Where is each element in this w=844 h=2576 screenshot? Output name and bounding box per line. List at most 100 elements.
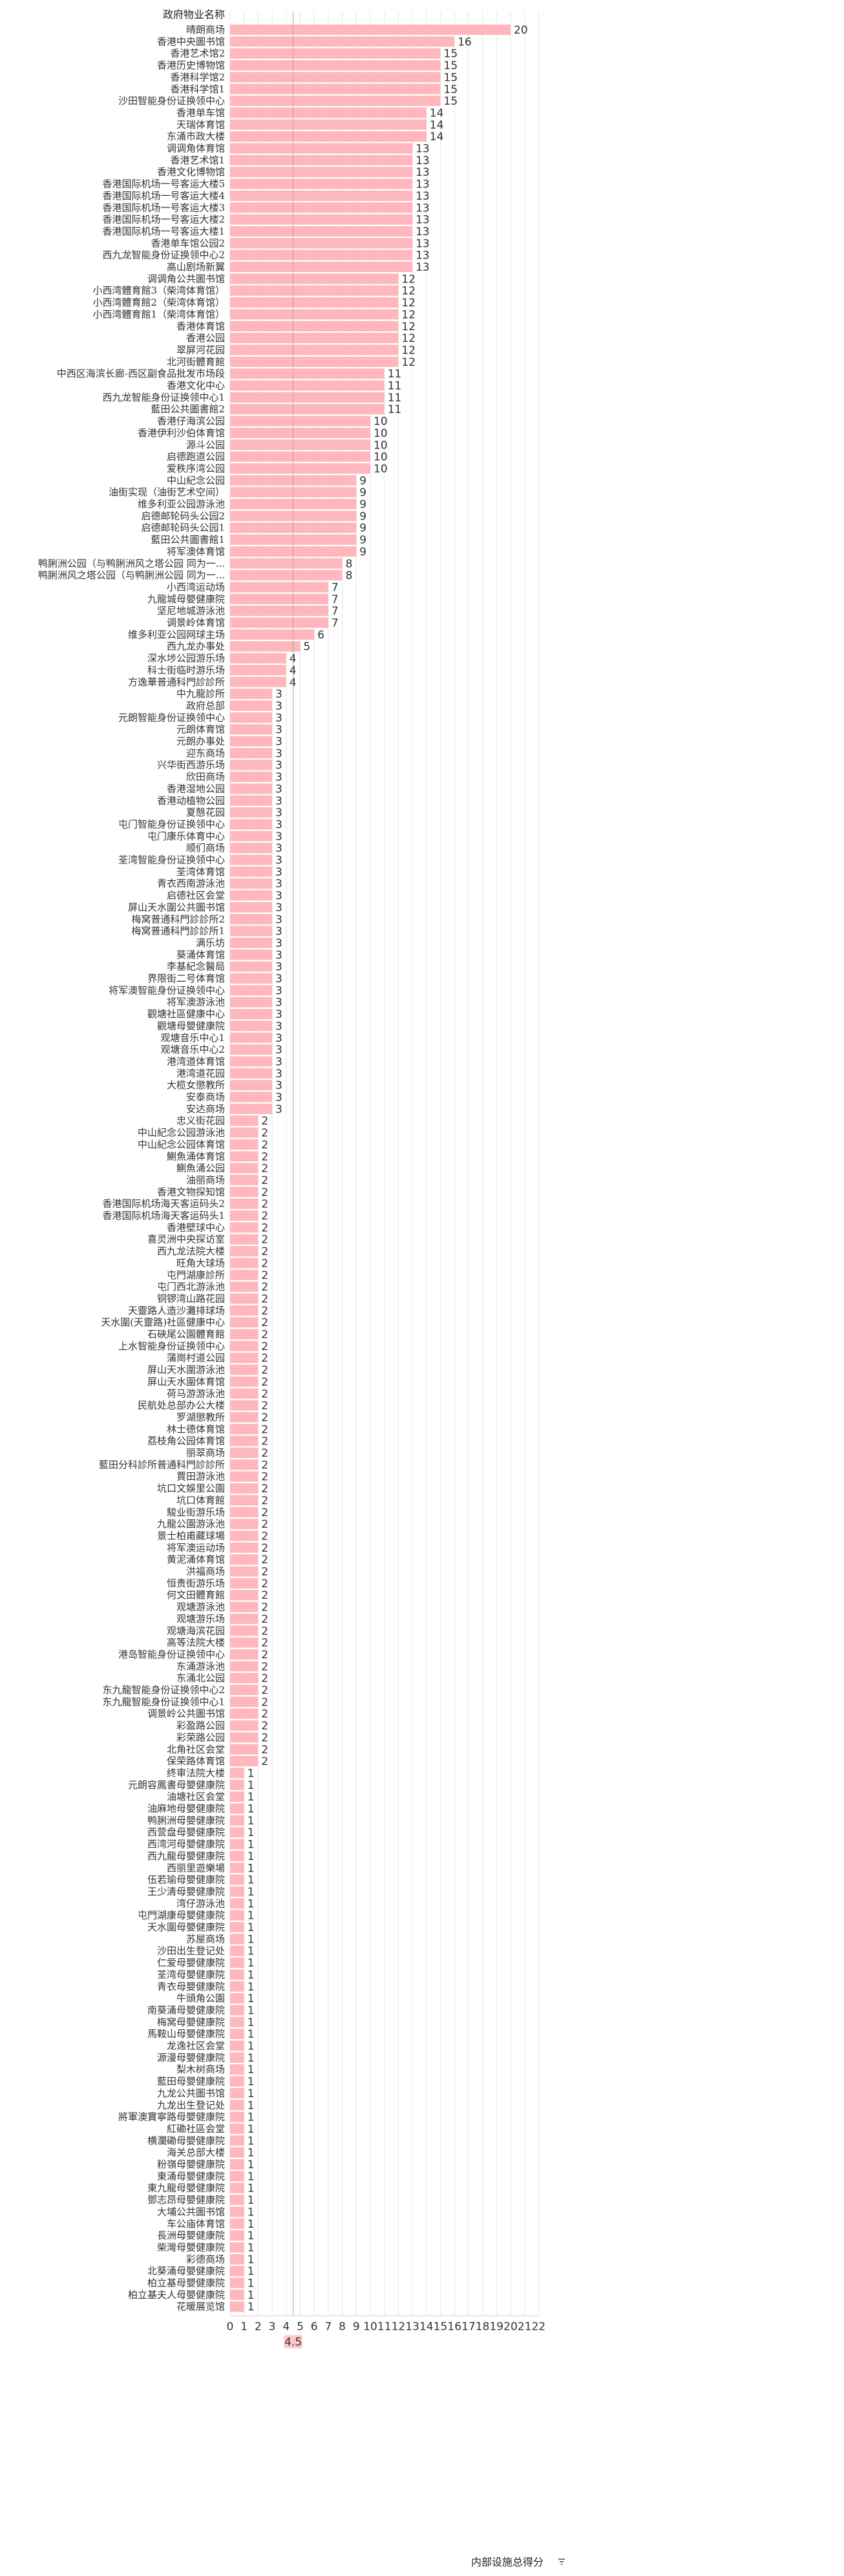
bar[interactable] [230, 2171, 244, 2182]
bar[interactable] [230, 1246, 258, 1257]
bar[interactable] [230, 1756, 258, 1767]
bar[interactable] [230, 167, 413, 178]
bar[interactable] [230, 1530, 258, 1541]
bar[interactable] [230, 783, 273, 794]
bar[interactable] [230, 1590, 258, 1601]
bar[interactable] [230, 1376, 258, 1387]
bar[interactable] [230, 1115, 258, 1126]
bar[interactable] [230, 759, 273, 770]
bar[interactable] [230, 1732, 258, 1743]
bar[interactable] [230, 2301, 244, 2312]
bar[interactable] [230, 72, 441, 83]
bar[interactable] [230, 843, 273, 854]
bar[interactable] [230, 1495, 258, 1506]
bar[interactable] [230, 1151, 258, 1162]
bar[interactable] [230, 925, 273, 936]
bar[interactable] [230, 1886, 244, 1897]
bar[interactable] [230, 368, 385, 379]
bar[interactable] [230, 1898, 244, 1909]
bar[interactable] [230, 178, 413, 189]
bar[interactable] [230, 1815, 244, 1826]
bar[interactable] [230, 1720, 258, 1731]
bar[interactable] [230, 297, 399, 308]
bar[interactable] [230, 664, 286, 675]
bar[interactable] [230, 96, 441, 107]
bar[interactable] [230, 2052, 244, 2063]
bar[interactable] [230, 1613, 258, 1624]
bar[interactable] [230, 2218, 244, 2229]
bar[interactable] [230, 582, 328, 593]
bar[interactable] [230, 2005, 244, 2016]
bar[interactable] [230, 238, 413, 249]
bar[interactable] [230, 202, 413, 213]
bar[interactable] [230, 2266, 244, 2277]
bar[interactable] [230, 1554, 258, 1565]
bar[interactable] [230, 2206, 244, 2217]
bar[interactable] [230, 606, 328, 617]
bar[interactable] [230, 321, 399, 332]
bar[interactable] [230, 1708, 258, 1719]
bar[interactable] [230, 973, 273, 984]
bar[interactable] [230, 2277, 244, 2288]
bar[interactable] [230, 356, 399, 367]
bar[interactable] [230, 1471, 258, 1482]
bar[interactable] [230, 1993, 244, 2004]
bar[interactable] [230, 1388, 258, 1399]
bar[interactable] [230, 1020, 273, 1031]
bar[interactable] [230, 25, 511, 35]
bar[interactable] [230, 1839, 244, 1850]
bar[interactable] [230, 1791, 244, 1802]
bar[interactable] [230, 653, 286, 664]
bar[interactable] [230, 866, 273, 877]
bar[interactable] [230, 1625, 258, 1636]
bar[interactable] [230, 1009, 273, 1020]
bar[interactable] [230, 641, 301, 652]
bar[interactable] [230, 1269, 258, 1280]
bar[interactable] [230, 570, 343, 581]
bar[interactable] [230, 688, 273, 699]
bar[interactable] [230, 1779, 244, 1790]
bar[interactable] [230, 2182, 244, 2193]
bar[interactable] [230, 1293, 258, 1304]
bar[interactable] [230, 427, 370, 438]
bar[interactable] [230, 404, 385, 415]
bar[interactable] [230, 143, 413, 154]
bar[interactable] [230, 1506, 258, 1517]
bar[interactable] [230, 807, 273, 818]
bar[interactable] [230, 700, 273, 711]
bar[interactable] [230, 677, 286, 688]
bar[interactable] [230, 1768, 244, 1779]
bar[interactable] [230, 1044, 273, 1055]
bar[interactable] [230, 1080, 273, 1091]
bar[interactable] [230, 1400, 258, 1411]
bar[interactable] [230, 1068, 273, 1079]
bar[interactable] [230, 1139, 258, 1150]
sort-descending-icon[interactable] [558, 2559, 565, 2565]
bar[interactable] [230, 1329, 258, 1340]
bar[interactable] [230, 736, 273, 746]
bar[interactable] [230, 380, 385, 391]
bar[interactable] [230, 1364, 258, 1375]
bar[interactable] [230, 712, 273, 723]
bar[interactable] [230, 1661, 258, 1672]
bar[interactable] [230, 2040, 244, 2051]
bar[interactable] [230, 1945, 244, 1956]
bar[interactable] [230, 2100, 244, 2111]
bar[interactable] [230, 854, 273, 865]
bar[interactable] [230, 890, 273, 901]
bar[interactable] [230, 2123, 244, 2134]
bar[interactable] [230, 2076, 244, 2087]
bar[interactable] [230, 1696, 258, 1707]
bar[interactable] [230, 772, 273, 783]
bar[interactable] [230, 1850, 244, 1861]
bar[interactable] [230, 1934, 244, 1945]
bar[interactable] [230, 985, 273, 996]
bar[interactable] [230, 1649, 258, 1660]
bar[interactable] [230, 1127, 258, 1138]
bar[interactable] [230, 1542, 258, 1553]
bar[interactable] [230, 36, 455, 47]
bar[interactable] [230, 285, 399, 296]
bar[interactable] [230, 249, 413, 260]
bar[interactable] [230, 961, 273, 972]
bar[interactable] [230, 190, 413, 201]
